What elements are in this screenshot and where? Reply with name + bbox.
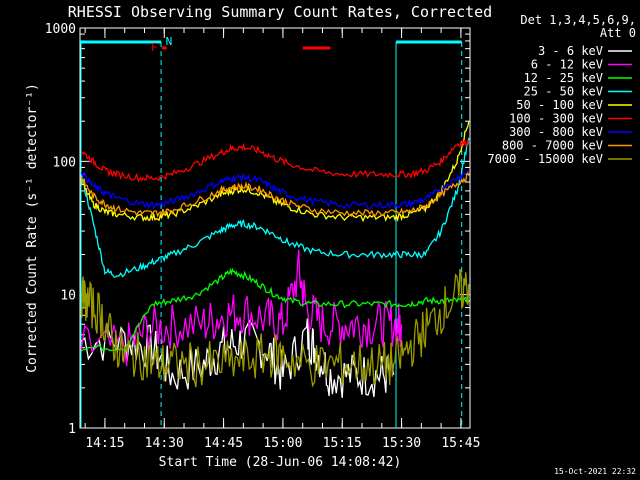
legend-entry-label: 25 - 50 keV bbox=[524, 85, 603, 99]
chart-title: RHESSI Observing Summary Count Rates, Co… bbox=[68, 3, 492, 21]
series-line bbox=[80, 121, 470, 223]
series-line bbox=[80, 318, 395, 398]
legend-header-line-1: Det 1,3,4,5,6,9, bbox=[520, 13, 636, 27]
legend-entry-label: 100 - 300 keV bbox=[509, 112, 603, 126]
y-axis-label: Corrected Count Rate (s⁻¹ detector⁻¹) bbox=[25, 83, 40, 373]
plot-frame bbox=[79, 27, 471, 429]
y-tick-label: 100 bbox=[53, 155, 76, 170]
series-line bbox=[80, 249, 403, 367]
series-line bbox=[81, 138, 470, 183]
series-line bbox=[80, 267, 470, 352]
y-tick-label: 10 bbox=[60, 289, 76, 304]
legend-entry-label: 3 - 6 keV bbox=[538, 44, 603, 58]
legend-entry-label: 800 - 7000 keV bbox=[502, 139, 603, 153]
legend-entry-label: 7000 - 15000 keV bbox=[487, 152, 603, 166]
x-axis-label: Start Time (28-Jun-06 14:08:42) bbox=[159, 455, 402, 470]
x-tick-label: 15:30 bbox=[382, 436, 421, 451]
x-tick-label: 15:00 bbox=[263, 436, 302, 451]
y-tick-label: 1000 bbox=[45, 22, 76, 37]
y-tick-label: 1 bbox=[68, 422, 76, 437]
flag-n-label: N bbox=[166, 35, 173, 48]
series-line bbox=[80, 137, 470, 278]
x-tick-label: 14:30 bbox=[145, 436, 184, 451]
y-axis: 1 10 100 1000 bbox=[45, 22, 470, 437]
flag-f-label: F bbox=[151, 41, 158, 54]
x-tick-label: 15:45 bbox=[441, 436, 480, 451]
legend-header-line-2: Att 0 bbox=[600, 26, 636, 40]
x-tick-label: 14:15 bbox=[85, 436, 124, 451]
x-axis: 14:15 14:30 14:45 15:00 15:15 15:30 15:45 bbox=[84, 28, 480, 451]
legend-entry-label: 300 - 800 keV bbox=[509, 125, 603, 139]
series-line bbox=[80, 171, 470, 218]
x-tick-label: 15:15 bbox=[323, 436, 362, 451]
footer-timestamp: 15-Oct-2021 22:32 bbox=[554, 467, 636, 476]
legend-entry-label: 50 - 100 keV bbox=[516, 98, 603, 112]
x-tick-label: 14:45 bbox=[204, 436, 243, 451]
legend-entry-label: 12 - 25 keV bbox=[524, 71, 603, 85]
legend-entry-label: 6 - 12 keV bbox=[531, 58, 603, 72]
series-line bbox=[80, 170, 470, 210]
series-line bbox=[80, 269, 470, 388]
series-lines bbox=[80, 121, 470, 398]
